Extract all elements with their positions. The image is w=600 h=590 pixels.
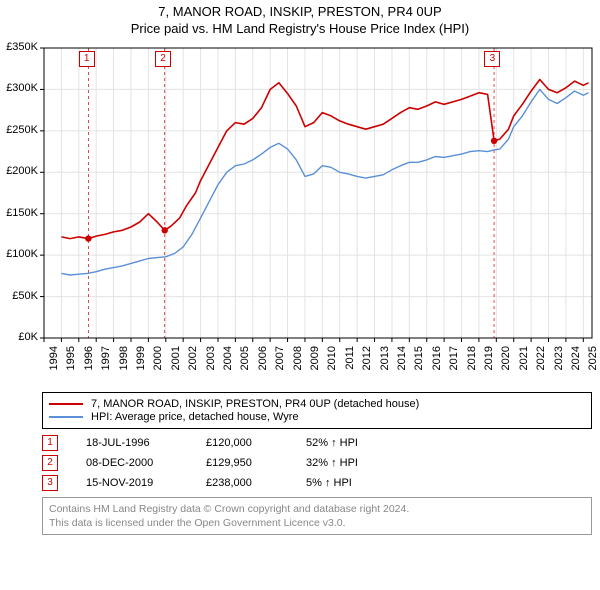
sale-price: £120,000 bbox=[206, 437, 306, 449]
x-axis-label: 1998 bbox=[118, 346, 130, 386]
y-axis-label: £50K bbox=[0, 290, 38, 302]
y-axis-label: £250K bbox=[0, 124, 38, 136]
sale-index-box: 1 bbox=[42, 435, 58, 451]
title-subtitle: Price paid vs. HM Land Registry's House … bbox=[0, 21, 600, 36]
x-axis-label: 2020 bbox=[500, 346, 512, 386]
sale-marker-2: 2 bbox=[155, 51, 171, 67]
y-axis-label: £0K bbox=[0, 331, 38, 343]
x-axis-label: 2014 bbox=[396, 346, 408, 386]
x-axis-label: 1999 bbox=[135, 346, 147, 386]
x-axis-label: 2000 bbox=[152, 346, 164, 386]
x-axis-label: 2011 bbox=[344, 346, 356, 386]
legend-swatch bbox=[49, 416, 83, 418]
x-axis-label: 2005 bbox=[239, 346, 251, 386]
chart-svg bbox=[0, 38, 600, 388]
x-axis-label: 2022 bbox=[535, 346, 547, 386]
sale-index-box: 2 bbox=[42, 455, 58, 471]
sale-date: 15-NOV-2019 bbox=[86, 477, 206, 489]
sale-row: 2 08-DEC-2000£129,95032% ↑ HPI bbox=[42, 455, 592, 471]
sale-row: 1 18-JUL-1996£120,00052% ↑ HPI bbox=[42, 435, 592, 451]
x-axis-label: 2015 bbox=[413, 346, 425, 386]
x-axis-label: 2004 bbox=[222, 346, 234, 386]
page: 7, MANOR ROAD, INSKIP, PRESTON, PR4 0UP … bbox=[0, 0, 600, 535]
x-axis-label: 2012 bbox=[361, 346, 373, 386]
sales-table: 1 18-JUL-1996£120,00052% ↑ HPI 2 08-DEC-200… bbox=[42, 435, 592, 491]
x-axis-label: 2002 bbox=[187, 346, 199, 386]
legend-item: 7, MANOR ROAD, INSKIP, PRESTON, PR4 0UP … bbox=[49, 398, 585, 410]
sale-pct-vs-hpi: 5% ↑ HPI bbox=[306, 477, 406, 489]
sale-pct-vs-hpi: 32% ↑ HPI bbox=[306, 457, 406, 469]
sale-marker-1: 1 bbox=[79, 51, 95, 67]
x-axis-label: 2009 bbox=[309, 346, 321, 386]
sale-index-box: 3 bbox=[42, 475, 58, 491]
legend: 7, MANOR ROAD, INSKIP, PRESTON, PR4 0UP … bbox=[42, 392, 592, 429]
footer-licence: Contains HM Land Registry data © Crown c… bbox=[42, 497, 592, 535]
legend-swatch bbox=[49, 403, 83, 405]
x-axis-label: 2024 bbox=[570, 346, 582, 386]
sale-price: £129,950 bbox=[206, 457, 306, 469]
y-axis-label: £300K bbox=[0, 82, 38, 94]
x-axis-label: 2008 bbox=[292, 346, 304, 386]
x-axis-label: 2016 bbox=[431, 346, 443, 386]
sale-marker-3: 3 bbox=[484, 51, 500, 67]
sale-price: £238,000 bbox=[206, 477, 306, 489]
x-axis-label: 2003 bbox=[205, 346, 217, 386]
x-axis-label: 2023 bbox=[553, 346, 565, 386]
sale-row: 3 15-NOV-2019£238,0005% ↑ HPI bbox=[42, 475, 592, 491]
x-axis-label: 2010 bbox=[326, 346, 338, 386]
x-axis-label: 2007 bbox=[274, 346, 286, 386]
chart: £0K £50K £100K £150K £200K £250K £300K £350K 199… bbox=[0, 38, 600, 388]
x-axis-label: 2006 bbox=[257, 346, 269, 386]
legend-label: HPI: Average price, detached house, Wyre bbox=[91, 411, 299, 423]
x-axis-label: 2013 bbox=[379, 346, 391, 386]
x-axis-label: 1997 bbox=[100, 346, 112, 386]
x-axis-label: 2018 bbox=[466, 346, 478, 386]
title-address: 7, MANOR ROAD, INSKIP, PRESTON, PR4 0UP bbox=[0, 4, 600, 19]
legend-item: HPI: Average price, detached house, Wyre bbox=[49, 411, 585, 423]
footer-line2: This data is licensed under the Open Gov… bbox=[49, 516, 585, 530]
x-axis-label: 1996 bbox=[83, 346, 95, 386]
y-axis-label: £150K bbox=[0, 207, 38, 219]
title-block: 7, MANOR ROAD, INSKIP, PRESTON, PR4 0UP … bbox=[0, 0, 600, 38]
footer-line1: Contains HM Land Registry data © Crown c… bbox=[49, 502, 585, 516]
y-axis-label: £350K bbox=[0, 41, 38, 53]
sale-pct-vs-hpi: 52% ↑ HPI bbox=[306, 437, 406, 449]
legend-label: 7, MANOR ROAD, INSKIP, PRESTON, PR4 0UP … bbox=[91, 398, 419, 410]
y-axis-label: £200K bbox=[0, 165, 38, 177]
x-axis-label: 2025 bbox=[587, 346, 599, 386]
sale-date: 18-JUL-1996 bbox=[86, 437, 206, 449]
x-axis-label: 2019 bbox=[483, 346, 495, 386]
sale-date: 08-DEC-2000 bbox=[86, 457, 206, 469]
y-axis-label: £100K bbox=[0, 248, 38, 260]
x-axis-label: 1995 bbox=[65, 346, 77, 386]
x-axis-label: 2001 bbox=[170, 346, 182, 386]
x-axis-label: 2017 bbox=[448, 346, 460, 386]
x-axis-label: 1994 bbox=[48, 346, 60, 386]
x-axis-label: 2021 bbox=[518, 346, 530, 386]
